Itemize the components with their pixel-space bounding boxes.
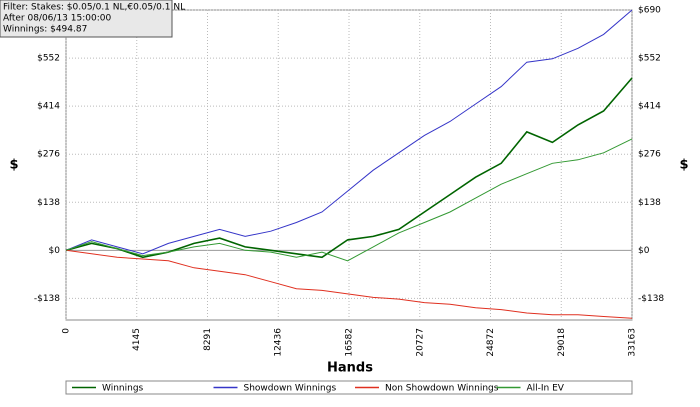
y2-tick-label: $552 xyxy=(638,54,661,64)
x-tick-label: 16582 xyxy=(345,328,355,357)
x-tick-label: 29018 xyxy=(557,328,567,357)
x-tick-label: 24872 xyxy=(486,328,496,357)
y2-tick-label: $690 xyxy=(638,6,661,16)
series-line xyxy=(65,249,633,319)
legend-label: Winnings xyxy=(102,384,144,394)
y-tick-label: $0 xyxy=(49,246,61,256)
x-tick-label: 33163 xyxy=(628,328,638,357)
x-tick-label: 8291 xyxy=(203,328,213,351)
legend-label: Showdown Winnings xyxy=(244,384,337,394)
legend xyxy=(65,380,633,395)
y-tick-label: $414 xyxy=(37,102,60,112)
x-tick-label: 4145 xyxy=(132,328,142,351)
series-line xyxy=(65,138,633,262)
y-axis-label: $ xyxy=(9,158,18,173)
y2-axis-label: $ xyxy=(679,158,688,173)
y-tick-label: $552 xyxy=(37,54,60,64)
series-line xyxy=(65,9,633,255)
filter-box xyxy=(0,0,173,38)
legend-label: Non Showdown Winnings xyxy=(385,384,499,394)
x-tick-label: 20727 xyxy=(415,328,425,357)
filter-text: Winnings: $494.87 xyxy=(3,25,87,35)
y2-tick-label: $0 xyxy=(638,246,650,256)
filter-text: After 08/06/13 15:00:00 xyxy=(3,14,111,24)
legend-label: All-In EV xyxy=(527,384,565,394)
filter-text: Filter: Stakes: $0.05/0.1 NL,€0.05/0.1 N… xyxy=(3,3,185,13)
y-tick-label: -$138 xyxy=(34,294,60,304)
y2-tick-label: -$138 xyxy=(638,294,664,304)
series-line xyxy=(65,77,633,259)
y-tick-label: $276 xyxy=(37,150,60,160)
x-tick-label: 0 xyxy=(62,328,72,334)
x-tick-label: 12436 xyxy=(274,328,284,357)
y-tick-label: $138 xyxy=(37,198,60,208)
x-axis-label: Hands xyxy=(327,361,373,376)
y2-tick-label: $414 xyxy=(638,102,661,112)
y2-tick-label: $276 xyxy=(638,150,661,160)
y2-tick-label: $138 xyxy=(638,198,661,208)
